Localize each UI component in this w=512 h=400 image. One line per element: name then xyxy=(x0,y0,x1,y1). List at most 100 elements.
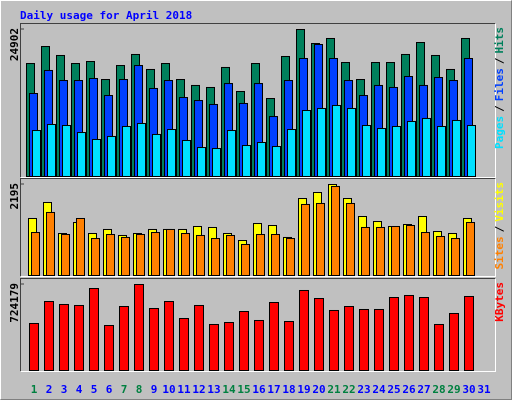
bar xyxy=(164,301,174,371)
bar xyxy=(332,104,341,177)
bar xyxy=(136,233,145,277)
bar xyxy=(167,129,176,177)
bar xyxy=(182,139,191,177)
bar xyxy=(422,117,431,177)
bar xyxy=(331,185,340,276)
bar xyxy=(436,235,445,277)
bar xyxy=(152,133,161,177)
bar xyxy=(134,284,144,371)
x-tick-label: 12 xyxy=(192,383,205,396)
bar xyxy=(32,130,41,178)
bar xyxy=(376,226,385,277)
frame-edge xyxy=(20,278,496,372)
legend-separator: / xyxy=(493,105,506,112)
bar xyxy=(151,232,160,276)
bar xyxy=(74,304,84,371)
x-tick-label: 24 xyxy=(372,383,386,396)
x-tick-label: 26 xyxy=(402,383,416,396)
bar xyxy=(406,225,415,276)
bar xyxy=(329,309,339,371)
bar xyxy=(286,238,295,277)
bar xyxy=(92,138,101,177)
frame-edge xyxy=(20,278,496,372)
x-tick-label: 23 xyxy=(357,383,370,396)
bar xyxy=(194,304,204,371)
bar xyxy=(241,243,250,276)
frame-edge xyxy=(20,23,496,178)
x-tick-label: 17 xyxy=(267,383,280,396)
bar xyxy=(314,297,324,372)
bar xyxy=(104,325,114,371)
x-tick-label: 21 xyxy=(327,383,341,396)
bar xyxy=(302,110,311,177)
bar xyxy=(449,312,459,372)
legend-entry: Visits xyxy=(493,182,506,222)
x-tick-label: 2 xyxy=(46,383,53,396)
bar xyxy=(284,321,294,371)
bar xyxy=(121,236,130,276)
x-tick-label: 6 xyxy=(106,383,113,396)
bar xyxy=(404,294,414,371)
bar xyxy=(239,311,249,372)
bar xyxy=(119,306,129,371)
bar xyxy=(47,123,56,177)
x-tick-label: 27 xyxy=(417,383,430,396)
bar xyxy=(31,232,40,276)
bar xyxy=(346,202,355,276)
bar xyxy=(467,124,476,177)
y-tick-label: 24902 xyxy=(8,28,21,61)
bar xyxy=(44,301,54,371)
bar xyxy=(59,303,69,371)
legend: Pages / Files / Hits xyxy=(493,27,506,149)
bar xyxy=(466,222,475,277)
legend-separator: / xyxy=(493,225,506,232)
bar xyxy=(256,233,265,277)
bar xyxy=(242,145,251,178)
bar xyxy=(421,232,430,276)
bar xyxy=(434,323,444,371)
legend-separator: / xyxy=(493,57,506,64)
x-tick-label: 11 xyxy=(177,383,191,396)
bar xyxy=(106,233,115,277)
x-tick-label: 16 xyxy=(252,383,266,396)
x-tick-label: 1 xyxy=(31,383,38,396)
x-tick-label: 5 xyxy=(91,383,98,396)
x-tick-label: 19 xyxy=(297,383,310,396)
bar xyxy=(389,297,399,371)
frame-edge xyxy=(20,23,496,178)
bar xyxy=(437,126,446,178)
bar xyxy=(407,120,416,178)
chart-title: Daily usage for April 2018 xyxy=(20,9,192,22)
bar xyxy=(209,323,219,371)
x-tick-label: 13 xyxy=(207,383,220,396)
x-tick-label: 3 xyxy=(61,383,68,396)
bar xyxy=(179,317,189,371)
bar xyxy=(392,126,401,178)
bar xyxy=(344,306,354,371)
bar xyxy=(301,203,310,276)
frame-edge xyxy=(20,178,496,277)
legend: Sites / Visits xyxy=(493,182,506,270)
bar xyxy=(61,233,70,277)
bar xyxy=(272,146,281,178)
bar xyxy=(89,287,99,371)
bar xyxy=(46,211,55,276)
bar xyxy=(137,122,146,177)
bar xyxy=(419,297,429,371)
bar xyxy=(76,217,85,276)
bar xyxy=(464,295,474,372)
bar xyxy=(391,225,400,276)
bar xyxy=(359,308,369,372)
legend-entry: Files xyxy=(493,68,506,101)
bar xyxy=(29,322,39,371)
y-tick-label: 724179 xyxy=(8,283,21,323)
legend: KBytes xyxy=(493,282,506,322)
bar xyxy=(62,124,71,177)
bar xyxy=(196,234,205,276)
bar xyxy=(299,289,309,371)
x-tick-label: 9 xyxy=(151,383,158,396)
x-tick-label: 4 xyxy=(76,383,83,396)
bar xyxy=(374,308,384,372)
bar xyxy=(227,130,236,178)
frame-edge xyxy=(20,178,496,277)
